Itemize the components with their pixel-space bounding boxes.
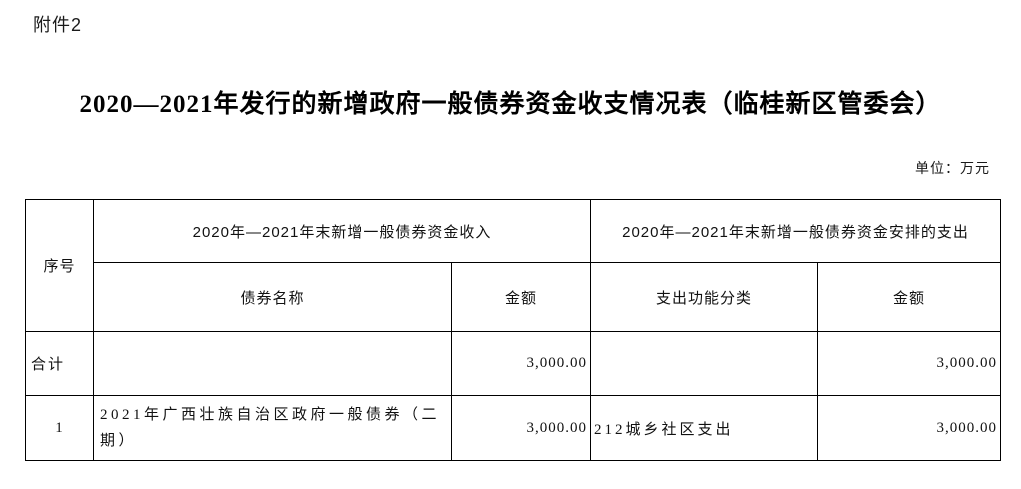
header-bond-name-cell: 债券名称 (93, 262, 452, 332)
header-expenditure-category-cell: 支出功能分类 (590, 262, 818, 332)
total-expenditure-category-cell (590, 331, 818, 396)
bond-funds-table: 序号 2020年—2021年末新增一般债券资金收入 2020年—2021年末新增… (25, 199, 1001, 461)
header-expenditure-amount-cell: 金额 (817, 262, 1001, 332)
row1-expenditure-category-cell: 212城乡社区支出 (590, 395, 818, 461)
unit-label: 单位：万元 (915, 160, 990, 176)
table-header-sub-row: 债券名称 金额 支出功能分类 金额 (26, 262, 1001, 332)
row1-serial-cell: 1 (25, 395, 94, 461)
header-expenditure-group-cell: 2020年—2021年末新增一般债券资金安排的支出 (590, 199, 1001, 263)
table-header-group-row: 序号 2020年—2021年末新增一般债券资金收入 2020年—2021年末新增… (25, 199, 1001, 332)
total-expenditure-amount-cell: 3,000.00 (817, 331, 1001, 396)
page-title: 2020—2021年发行的新增政府一般债券资金收支情况表（临桂新区管委会） (79, 91, 942, 118)
total-serial-cell: 合计 (25, 331, 94, 396)
table-row-total: 合计 3,000.00 3,000.00 (25, 331, 1001, 396)
row1-income-amount-cell: 3,000.00 (451, 395, 591, 461)
table-row: 1 2021年广西壮族自治区政府一般债券（二期） 3,000.00 212城乡社… (25, 395, 1001, 461)
header-income-group-cell: 2020年—2021年末新增一般债券资金收入 (93, 199, 591, 263)
row1-expenditure-amount-cell: 3,000.00 (817, 395, 1001, 461)
row1-bond-name-cell: 2021年广西壮族自治区政府一般债券（二期） (93, 395, 452, 461)
header-income-amount-cell: 金额 (451, 262, 591, 332)
header-serial-cell: 序号 (25, 199, 94, 332)
total-income-amount-cell: 3,000.00 (451, 331, 591, 396)
total-bond-name-cell (93, 331, 452, 396)
attachment-label: 附件2 (33, 15, 83, 35)
